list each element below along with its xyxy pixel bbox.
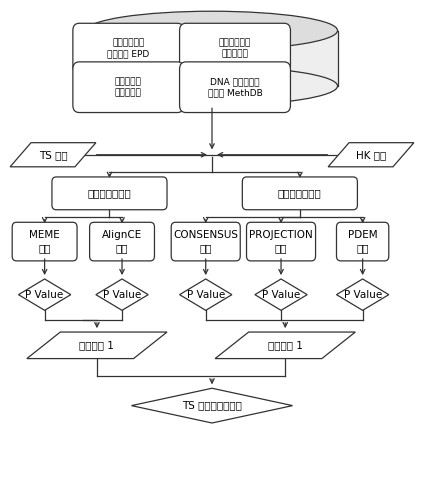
Text: 局部式搜索算法: 局部式搜索算法 (88, 188, 131, 198)
Polygon shape (337, 279, 389, 310)
Text: 真核生物启动
子数据库 EPD: 真核生物启动 子数据库 EPD (107, 39, 149, 59)
Text: 基因调控转录
因子数据库: 基因调控转录 因子数据库 (219, 39, 251, 59)
Text: 穷尽式搜索算法: 穷尽式搜索算法 (278, 188, 322, 198)
FancyBboxPatch shape (89, 223, 154, 261)
Text: TS 基因: TS 基因 (39, 150, 67, 160)
FancyBboxPatch shape (12, 223, 77, 261)
Polygon shape (96, 279, 148, 310)
Text: MEME
算法: MEME 算法 (29, 230, 60, 253)
Text: P Value: P Value (343, 290, 382, 300)
Text: 过滤矩阵 1: 过滤矩阵 1 (268, 340, 303, 350)
Text: 核小体位置
区域数据库: 核小体位置 区域数据库 (115, 77, 142, 97)
Text: CONSENSUS
算法: CONSENSUS 算法 (173, 230, 238, 253)
FancyBboxPatch shape (52, 177, 167, 210)
FancyBboxPatch shape (243, 177, 357, 210)
Text: PDEM
算法: PDEM 算法 (348, 230, 377, 253)
Polygon shape (255, 279, 307, 310)
FancyBboxPatch shape (180, 62, 290, 113)
Text: HK 基因: HK 基因 (356, 150, 386, 160)
Text: PROJECTION
算法: PROJECTION 算法 (249, 230, 313, 253)
Text: TS 基因特异性模式: TS 基因特异性模式 (182, 401, 242, 410)
Ellipse shape (86, 67, 338, 105)
Polygon shape (86, 31, 338, 86)
Polygon shape (19, 279, 71, 310)
FancyBboxPatch shape (171, 223, 240, 261)
Polygon shape (180, 279, 232, 310)
Text: P Value: P Value (25, 290, 64, 300)
FancyBboxPatch shape (246, 223, 315, 261)
Polygon shape (131, 388, 293, 423)
Ellipse shape (86, 11, 338, 50)
Polygon shape (328, 142, 414, 167)
Text: P Value: P Value (187, 290, 225, 300)
Text: P Value: P Value (262, 290, 300, 300)
Polygon shape (10, 142, 96, 167)
FancyBboxPatch shape (337, 223, 389, 261)
Text: AlignCE
算法: AlignCE 算法 (102, 230, 142, 253)
FancyBboxPatch shape (180, 23, 290, 74)
Text: DNA 甲基化信息
数据库 MethDB: DNA 甲基化信息 数据库 MethDB (208, 77, 262, 97)
FancyBboxPatch shape (73, 62, 184, 113)
Text: 过滤矩阵 1: 过滤矩阵 1 (79, 340, 114, 350)
Polygon shape (215, 332, 355, 359)
FancyBboxPatch shape (73, 23, 184, 74)
Polygon shape (27, 332, 167, 359)
Text: P Value: P Value (103, 290, 141, 300)
